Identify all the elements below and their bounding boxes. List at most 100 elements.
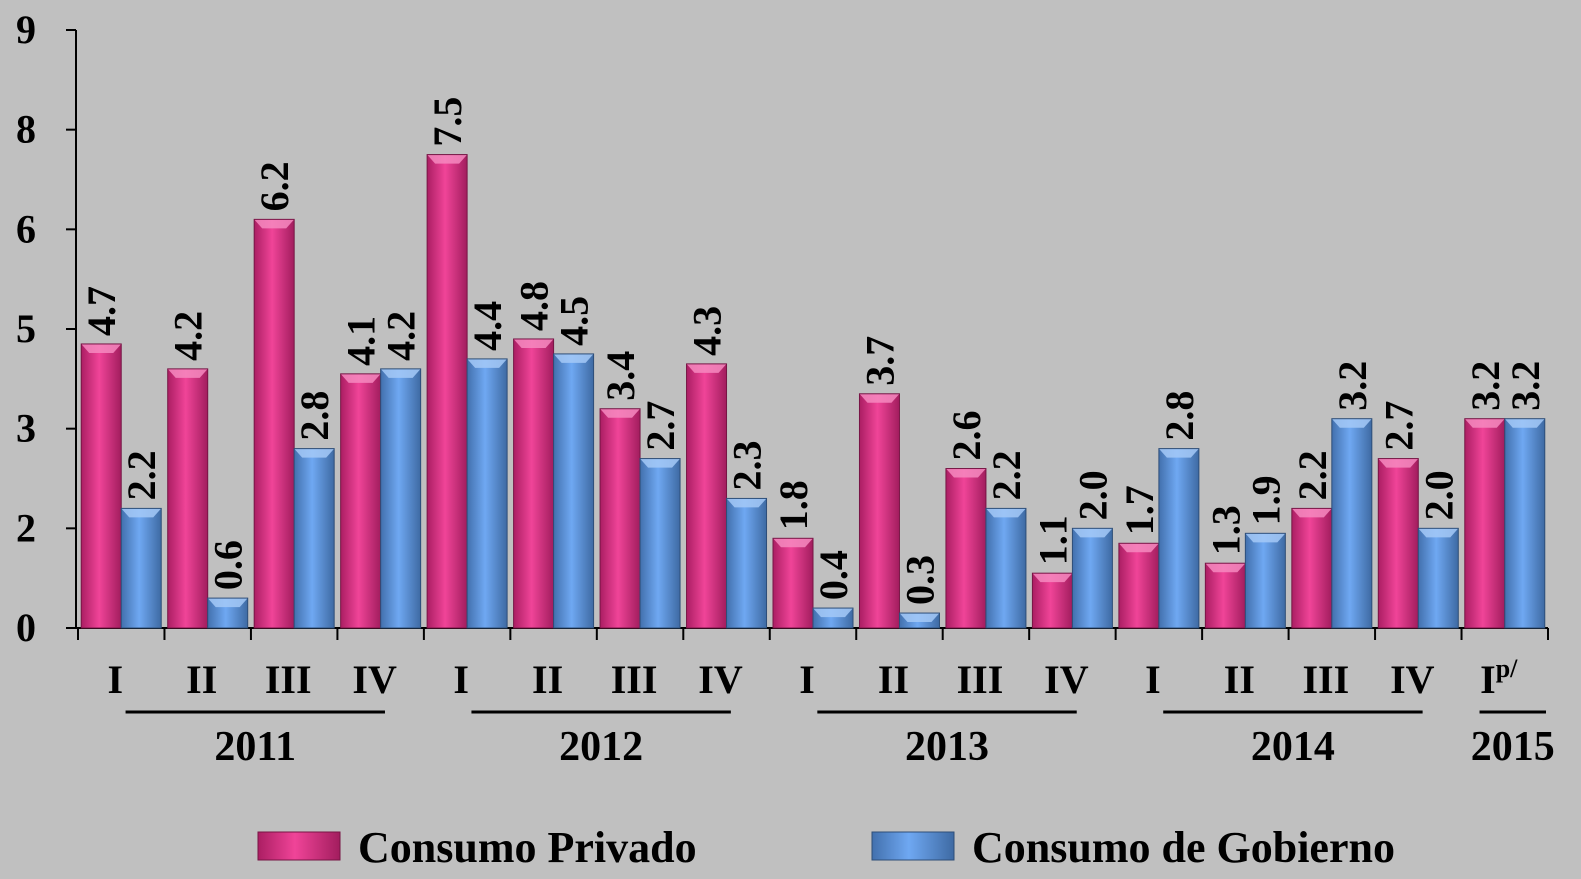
bar-bevel <box>380 368 421 378</box>
data-label: 2.2 <box>1290 450 1335 500</box>
legend-label: Consumo de Gobierno <box>972 823 1395 872</box>
bar-consumo-de-gobierno <box>1418 528 1459 628</box>
data-label: 2.6 <box>944 411 989 461</box>
data-label: 4.3 <box>685 306 730 356</box>
bar-consumo-privado <box>513 338 554 628</box>
bar-bevel <box>207 598 248 608</box>
bar-consumo-privado <box>1378 458 1419 628</box>
bar-consumo-de-gobierno <box>640 458 681 628</box>
bar-consumo-de-gobierno <box>380 368 421 628</box>
bar-bevel <box>81 343 122 353</box>
bar-consumo-de-gobierno <box>1158 448 1199 628</box>
bar-consumo-privado <box>340 373 381 628</box>
data-label: 1.9 <box>1243 475 1288 525</box>
legend-label: Consumo Privado <box>358 823 697 872</box>
bar-consumo-privado <box>1464 418 1505 628</box>
y-tick-label: 3 <box>16 406 36 451</box>
data-label: 4.8 <box>512 281 557 331</box>
bar-bevel <box>1464 418 1505 428</box>
bar-consumo-de-gobierno <box>1072 528 1113 628</box>
bar-bevel <box>1504 418 1545 428</box>
bar-consumo-privado <box>686 363 727 628</box>
bar-bevel <box>467 358 508 368</box>
quarter-label: I <box>453 657 469 702</box>
bar-outline <box>639 458 681 629</box>
bar-bevel <box>1331 418 1372 428</box>
bar-outline <box>207 597 249 629</box>
bar-consumo-de-gobierno <box>294 448 335 628</box>
bar-bevel <box>985 508 1026 518</box>
bar-outline <box>1417 527 1459 629</box>
bar-bevel <box>553 353 594 363</box>
x-axis-labels: I II III IV I II III IV I II III IV I II III IV Ip/2011 2… <box>107 654 1554 770</box>
data-label: 4.2 <box>166 311 211 361</box>
quarter-label: II <box>1224 657 1255 702</box>
bar-outline <box>80 343 122 629</box>
data-label: 3.7 <box>857 336 902 386</box>
quarter-label: I <box>1145 657 1161 702</box>
data-label: 4.1 <box>339 316 384 366</box>
bar-bevel <box>513 338 554 348</box>
bar-bevel <box>1205 563 1246 573</box>
bar-consumo-de-gobierno <box>1331 418 1372 628</box>
quarter-label: II <box>532 657 563 702</box>
bar-outline <box>167 368 209 629</box>
bar-bevel <box>1245 533 1286 543</box>
bar-bevel <box>813 608 853 618</box>
bar-bevel <box>1378 458 1419 468</box>
bar-consumo-de-gobierno <box>121 508 162 628</box>
data-label: 2.8 <box>1157 391 1202 441</box>
bar-consumo-privado <box>773 538 813 628</box>
bar-bevel <box>1118 543 1159 553</box>
bar-outline <box>1158 448 1200 629</box>
quarter-label: IV <box>1044 657 1089 702</box>
data-label: 4.4 <box>465 301 510 351</box>
bar-outline <box>726 497 768 629</box>
bar-bevel <box>1158 448 1199 458</box>
bar-outline <box>1331 418 1373 629</box>
data-label: 2.7 <box>1376 401 1421 451</box>
bar-bevel <box>167 368 208 378</box>
bar-consumo-privado <box>1291 508 1332 628</box>
bar-bevel <box>1291 508 1332 518</box>
bar-bevel <box>254 219 295 229</box>
y-tick-label: 9 <box>16 7 36 52</box>
bar-bevel <box>600 408 641 418</box>
bars <box>80 154 1546 629</box>
bar-outline <box>466 358 508 629</box>
data-label: 2.7 <box>638 401 683 451</box>
bar-outline <box>858 393 900 629</box>
data-label: 3.2 <box>1503 361 1548 411</box>
bar-consumo-de-gobierno <box>726 498 767 628</box>
bar-consumo-privado <box>1118 543 1159 628</box>
bar-bevel <box>945 468 986 478</box>
bar-outline <box>1504 418 1546 629</box>
data-label: 2.0 <box>1416 470 1461 520</box>
year-label: 2014 <box>1251 724 1335 770</box>
bar-consumo-de-gobierno <box>553 353 594 628</box>
y-tick-label: 8 <box>16 107 36 152</box>
data-label: 4.2 <box>379 311 424 361</box>
y-tick-label: 6 <box>16 206 36 251</box>
data-label: 1.3 <box>1203 505 1248 555</box>
data-label: 0.6 <box>206 540 251 590</box>
y-tick-label: 2 <box>16 505 36 550</box>
bar-outline <box>553 353 595 629</box>
bar-consumo-privado <box>81 343 122 628</box>
y-tick-label: 0 <box>16 605 36 650</box>
data-label: 1.1 <box>1030 515 1075 565</box>
bar-outline <box>1244 532 1286 629</box>
data-label: 1.8 <box>771 480 816 530</box>
data-label: 1.7 <box>1117 485 1162 535</box>
bar-bevel <box>340 373 381 383</box>
quarter-label: III <box>611 657 658 702</box>
quarter-label: II <box>878 657 909 702</box>
quarter-label: IV <box>698 657 743 702</box>
bar-outline <box>686 363 728 629</box>
data-label: 2.8 <box>292 391 337 441</box>
data-label: 3.2 <box>1463 361 1508 411</box>
bar-bevel <box>640 458 681 468</box>
bar-consumo-de-gobierno <box>1504 418 1545 628</box>
legend: Consumo Privado Consumo de Gobierno <box>257 823 1395 872</box>
